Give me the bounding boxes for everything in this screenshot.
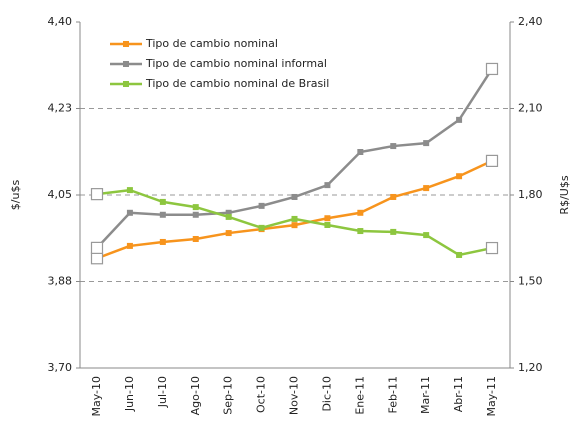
point-marker (423, 140, 430, 147)
x-tick-label: Feb-11 (386, 376, 399, 413)
y2-tick-label: 2,10 (518, 102, 543, 115)
point-marker (485, 62, 499, 76)
series-line (96, 159, 493, 260)
x-tick-label: May-11 (485, 376, 498, 417)
y2-axis-label: R$/U$s (558, 175, 571, 214)
point-marker (225, 209, 232, 216)
point-marker (390, 143, 397, 150)
legend-label: Tipo de cambio nominal (145, 37, 278, 50)
x-tick-label: Sep-10 (222, 376, 235, 415)
point-marker (90, 252, 104, 265)
x-tick-label: May-10 (90, 376, 103, 417)
x-tick-label: Oct-10 (255, 376, 268, 413)
point-marker (192, 235, 199, 242)
point-marker (192, 204, 199, 211)
point-marker (225, 213, 232, 220)
y2-tick-label: 2,40 (518, 15, 543, 28)
point-marker (159, 198, 166, 205)
point-marker (456, 251, 463, 258)
y2-tick-label: 1,50 (518, 275, 543, 288)
point-marker (423, 185, 430, 192)
point-marker (159, 238, 166, 245)
x-tick-label: Jun-10 (123, 376, 136, 412)
legend-label: Tipo de cambio nominal de Brasil (145, 77, 329, 90)
point-marker (291, 215, 298, 222)
x-tick-label: Abr-11 (452, 376, 465, 412)
point-marker (126, 242, 133, 249)
point-marker (126, 209, 133, 216)
legend-marker (123, 81, 129, 87)
point-marker (258, 202, 265, 209)
legend-marker (123, 41, 129, 47)
point-marker (291, 193, 298, 200)
point-marker (291, 222, 298, 229)
y-tick-label: 3,70 (48, 361, 73, 374)
y-tick-label: 4,23 (48, 102, 73, 115)
x-tick-label: Mar-11 (419, 376, 432, 414)
x-tick-label: Ene-11 (353, 376, 366, 415)
point-marker (324, 221, 331, 228)
y2-tick-label: 1,20 (518, 361, 543, 374)
point-marker (357, 148, 364, 155)
y-axis-label: $/u$s (9, 180, 22, 211)
point-marker (324, 215, 331, 222)
point-marker (126, 187, 133, 194)
point-marker (390, 193, 397, 200)
y2-tick-label: 1,80 (518, 188, 543, 201)
point-marker (225, 230, 232, 237)
y-tick-label: 4,05 (48, 188, 73, 201)
point-marker (159, 211, 166, 218)
x-tick-label: Dic-10 (320, 376, 333, 412)
x-tick-label: Jul-10 (156, 376, 169, 408)
point-marker (485, 241, 499, 255)
point-marker (357, 209, 364, 216)
legend-marker (123, 61, 129, 67)
y-tick-label: 4,40 (48, 15, 73, 28)
point-marker (357, 228, 364, 235)
point-marker (324, 182, 331, 189)
point-marker (423, 232, 430, 239)
point-marker (456, 173, 463, 180)
point-marker (485, 154, 499, 167)
point-marker (90, 241, 104, 254)
point-marker (192, 211, 199, 218)
legend-label: Tipo de cambio nominal informal (145, 57, 327, 70)
point-marker (456, 116, 463, 123)
point-marker (90, 188, 104, 201)
y-tick-label: 3,88 (48, 275, 73, 288)
x-tick-label: Nov-10 (288, 376, 301, 415)
x-tick-label: Ago-10 (189, 376, 202, 415)
point-marker (258, 224, 265, 231)
point-marker (390, 228, 397, 235)
